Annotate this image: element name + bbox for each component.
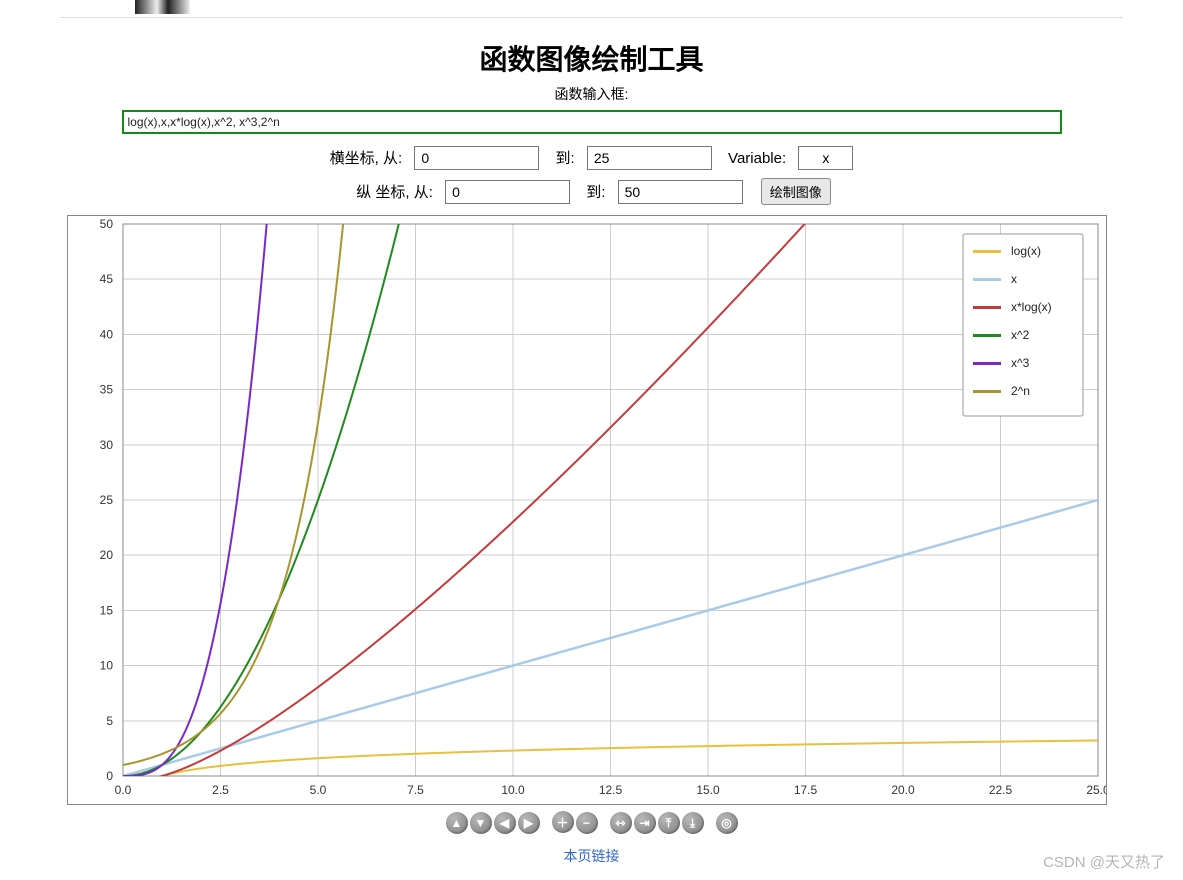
y-range-row: 纵 坐标, 从: 到: 绘制图像: [67, 178, 1117, 205]
x-from-input[interactable]: [414, 146, 539, 170]
chart-area: 0.0 2.5 5.0 7.5 10.0 12.5 15.0 17.5 20.0 22.5 25.0…: [67, 215, 1117, 805]
page-title: 函数图像绘制工具: [67, 38, 1117, 78]
svg-text:0.0: 0.0: [114, 783, 131, 797]
legend-label: x^3: [1011, 356, 1030, 370]
contract-v-icon[interactable]: ⤒: [658, 812, 680, 834]
x-to-label: 到:: [556, 150, 575, 167]
y-from-label: 纵 坐标, 从:: [356, 184, 433, 201]
svg-text:40: 40: [99, 327, 113, 341]
function-input-label: 函数输入框:: [67, 84, 1117, 104]
expand-h-icon[interactable]: ⇿: [610, 812, 632, 834]
variable-label: Variable:: [728, 150, 786, 167]
svg-text:35: 35: [99, 383, 113, 397]
legend-swatch: [973, 250, 1001, 253]
svg-text:20.0: 20.0: [891, 783, 915, 797]
variable-input[interactable]: [798, 146, 853, 170]
legend-label: x^2: [1011, 328, 1030, 342]
series-2n: [123, 215, 406, 765]
svg-text:15: 15: [99, 603, 113, 617]
legend-label: x: [1011, 272, 1017, 286]
y-to-label: 到:: [586, 184, 605, 201]
x-range-row: 横坐标, 从: 到: Variable:: [67, 146, 1117, 170]
page-link-row: 本页链接: [67, 846, 1117, 866]
zoom-in-icon[interactable]: ＋: [552, 811, 574, 833]
series-x2: [123, 215, 601, 776]
arrow-right-icon[interactable]: ▶: [518, 812, 540, 834]
legend-swatch: [973, 334, 1001, 337]
legend-label: log(x): [1011, 244, 1041, 258]
function-chart[interactable]: 0.0 2.5 5.0 7.5 10.0 12.5 15.0 17.5 20.0 22.5 25.0…: [67, 215, 1107, 805]
svg-text:10.0: 10.0: [501, 783, 525, 797]
svg-text:7.5: 7.5: [407, 783, 424, 797]
svg-text:22.5: 22.5: [988, 783, 1012, 797]
reset-icon[interactable]: ◎: [716, 812, 738, 834]
arrow-left-icon[interactable]: ◀: [494, 812, 516, 834]
contract-h-icon[interactable]: ⇥: [634, 812, 656, 834]
controls: 横坐标, 从: 到: Variable: 纵 坐标, 从: 到: 绘制图像: [67, 146, 1117, 205]
svg-text:5.0: 5.0: [309, 783, 326, 797]
svg-text:20: 20: [99, 548, 113, 562]
svg-text:0: 0: [106, 769, 113, 783]
function-input[interactable]: [128, 113, 1056, 131]
top-header-strip: [60, 0, 1123, 18]
svg-text:17.5: 17.5: [793, 783, 817, 797]
zoom-out-icon[interactable]: −: [576, 812, 598, 834]
svg-text:45: 45: [99, 272, 113, 286]
legend: log(x) x x*log(x) x^2 x^3 2^n: [963, 234, 1083, 416]
svg-text:2.5: 2.5: [212, 783, 229, 797]
y-from-input[interactable]: [445, 180, 570, 204]
svg-text:10: 10: [99, 659, 113, 673]
legend-swatch: [973, 390, 1001, 393]
x-from-label: 横坐标, 从:: [330, 150, 403, 167]
page-link[interactable]: 本页链接: [564, 848, 620, 864]
svg-text:50: 50: [99, 217, 113, 231]
svg-text:25.0: 25.0: [1086, 783, 1107, 797]
x-to-input[interactable]: [587, 146, 712, 170]
function-input-wrap: [122, 110, 1062, 134]
expand-v-icon[interactable]: ⤓: [682, 812, 704, 834]
arrow-up-icon[interactable]: ▲: [446, 812, 468, 834]
legend-label: 2^n: [1011, 384, 1030, 398]
arrow-down-icon[interactable]: ▼: [470, 812, 492, 834]
svg-text:5: 5: [106, 714, 113, 728]
legend-swatch: [973, 362, 1001, 365]
svg-text:25: 25: [99, 493, 113, 507]
avatar-fragment: [135, 0, 190, 14]
page-container: 函数图像绘制工具 函数输入框: 横坐标, 从: 到: Variable: 纵 坐…: [42, 18, 1142, 876]
chart-toolbar: ▲▼◀▶ ＋−⇿⇥⤒⤓ ◎: [67, 811, 1117, 834]
series-x3: [123, 215, 331, 776]
svg-text:30: 30: [99, 438, 113, 452]
y-to-input[interactable]: [618, 180, 743, 204]
legend-swatch: [973, 306, 1001, 309]
svg-text:15.0: 15.0: [696, 783, 720, 797]
legend-label: x*log(x): [1011, 300, 1052, 314]
plot-button[interactable]: 绘制图像: [761, 178, 831, 205]
svg-text:12.5: 12.5: [598, 783, 622, 797]
legend-swatch: [973, 278, 1001, 281]
